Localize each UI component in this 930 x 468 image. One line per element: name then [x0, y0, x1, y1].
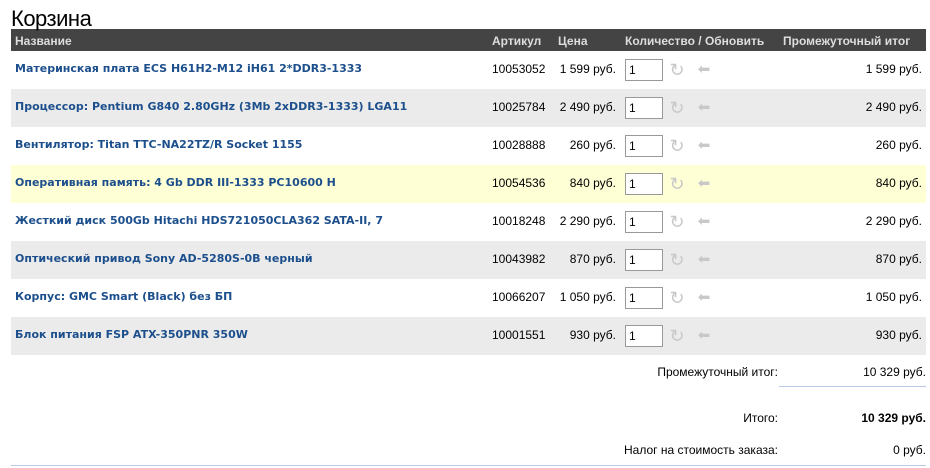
table-row: Оперативная память: 4 Gb DDR III-1333 PC… — [11, 165, 926, 203]
sku: 10025784 — [492, 100, 546, 114]
product-link[interactable]: Материнская плата ECS H61H2-M12 iH61 2*D… — [15, 62, 363, 75]
sku: 10066207 — [492, 290, 546, 304]
price: 870 руб. — [569, 252, 616, 266]
return-icon[interactable]: ⬅ — [697, 251, 711, 268]
refresh-icon[interactable]: ↻ — [669, 136, 685, 156]
row-subtotal: 260 руб. — [875, 138, 922, 152]
tax-label: Налог на стоимость заказа: — [624, 443, 778, 457]
total-value: 10 329 руб. — [861, 411, 926, 425]
table-row: Процессор: Pentium G840 2.80GHz (3Mb 2xD… — [11, 89, 926, 127]
total-label: Итого: — [743, 411, 778, 425]
table-row: Материнская плата ECS H61H2-M12 iH61 2*D… — [11, 51, 926, 89]
price: 260 руб. — [569, 138, 616, 152]
row-subtotal: 870 руб. — [875, 252, 922, 266]
product-link[interactable]: Оперативная память: 4 Gb DDR III-1333 PC… — [15, 176, 336, 189]
product-link[interactable]: Оптический привод Sony AD-5280S-0B черны… — [15, 252, 313, 265]
col-qty: Количество / Обновить — [625, 34, 765, 48]
price: 1 599 руб. — [559, 62, 616, 76]
return-icon[interactable]: ⬅ — [697, 175, 711, 192]
return-icon[interactable]: ⬅ — [697, 61, 711, 78]
row-subtotal: 2 490 руб. — [865, 100, 922, 114]
return-icon[interactable]: ⬅ — [697, 327, 711, 344]
row-subtotal: 2 290 руб. — [865, 214, 922, 228]
row-subtotal: 1 599 руб. — [865, 62, 922, 76]
col-subtotal: Промежуточный итог — [783, 34, 911, 48]
sku: 10043982 — [492, 252, 546, 266]
table-row: Корпус: GMC Smart (Black) без БП 1006620… — [11, 279, 926, 317]
quantity-input[interactable] — [625, 97, 663, 119]
refresh-icon[interactable]: ↻ — [669, 174, 685, 194]
product-link[interactable]: Корпус: GMC Smart (Black) без БП — [15, 290, 233, 303]
row-subtotal: 930 руб. — [875, 328, 922, 342]
quantity-input[interactable] — [625, 249, 663, 271]
price: 840 руб. — [569, 176, 616, 190]
divider — [779, 386, 926, 387]
col-name: Название — [15, 34, 72, 48]
product-link[interactable]: Вентилятор: Titan TTC-NA22TZ/R Socket 11… — [15, 138, 303, 151]
quantity-input[interactable] — [625, 287, 663, 309]
page-title: Корзина — [11, 6, 92, 31]
table-row: Жесткий диск 500Gb Hitachi HDS721050CLA3… — [11, 203, 926, 241]
return-icon[interactable]: ⬅ — [697, 137, 711, 154]
tax-value: 0 руб. — [893, 443, 926, 457]
quantity-input[interactable] — [625, 325, 663, 347]
sku: 10001551 — [492, 328, 546, 342]
refresh-icon[interactable]: ↻ — [669, 212, 685, 232]
product-link[interactable]: Процессор: Pentium G840 2.80GHz (3Mb 2xD… — [15, 100, 408, 113]
return-icon[interactable]: ⬅ — [697, 289, 711, 306]
sku: 10053052 — [492, 62, 546, 76]
refresh-icon[interactable]: ↻ — [669, 98, 685, 118]
price: 2 490 руб. — [559, 100, 616, 114]
table-header: Название Артикул Цена Количество / Обнов… — [11, 29, 926, 51]
quantity-input[interactable] — [625, 173, 663, 195]
product-link[interactable]: Блок питания FSP ATX-350PNR 350W — [15, 328, 248, 341]
refresh-icon[interactable]: ↻ — [669, 250, 685, 270]
sku: 10028888 — [492, 138, 546, 152]
product-link[interactable]: Жесткий диск 500Gb Hitachi HDS721050CLA3… — [15, 214, 383, 227]
table-row: Оптический привод Sony AD-5280S-0B черны… — [11, 241, 926, 279]
return-icon[interactable]: ⬅ — [697, 213, 711, 230]
price: 930 руб. — [569, 328, 616, 342]
subtotal-value: 10 329 руб. — [863, 365, 926, 379]
refresh-icon[interactable]: ↻ — [669, 288, 685, 308]
col-sku: Артикул — [492, 34, 542, 48]
quantity-input[interactable] — [625, 59, 663, 81]
row-subtotal: 840 руб. — [875, 176, 922, 190]
divider — [11, 465, 926, 466]
refresh-icon[interactable]: ↻ — [669, 60, 685, 80]
refresh-icon[interactable]: ↻ — [669, 326, 685, 346]
quantity-input[interactable] — [625, 135, 663, 157]
row-subtotal: 1 050 руб. — [865, 290, 922, 304]
sku: 10018248 — [492, 214, 546, 228]
table-row: Блок питания FSP ATX-350PNR 350W 1000155… — [11, 317, 926, 355]
col-price: Цена — [558, 34, 588, 48]
return-icon[interactable]: ⬅ — [697, 99, 711, 116]
price: 1 050 руб. — [559, 290, 616, 304]
quantity-input[interactable] — [625, 211, 663, 233]
subtotal-label: Промежуточный итог: — [657, 365, 778, 379]
price: 2 290 руб. — [559, 214, 616, 228]
table-row: Вентилятор: Titan TTC-NA22TZ/R Socket 11… — [11, 127, 926, 165]
sku: 10054536 — [492, 176, 546, 190]
